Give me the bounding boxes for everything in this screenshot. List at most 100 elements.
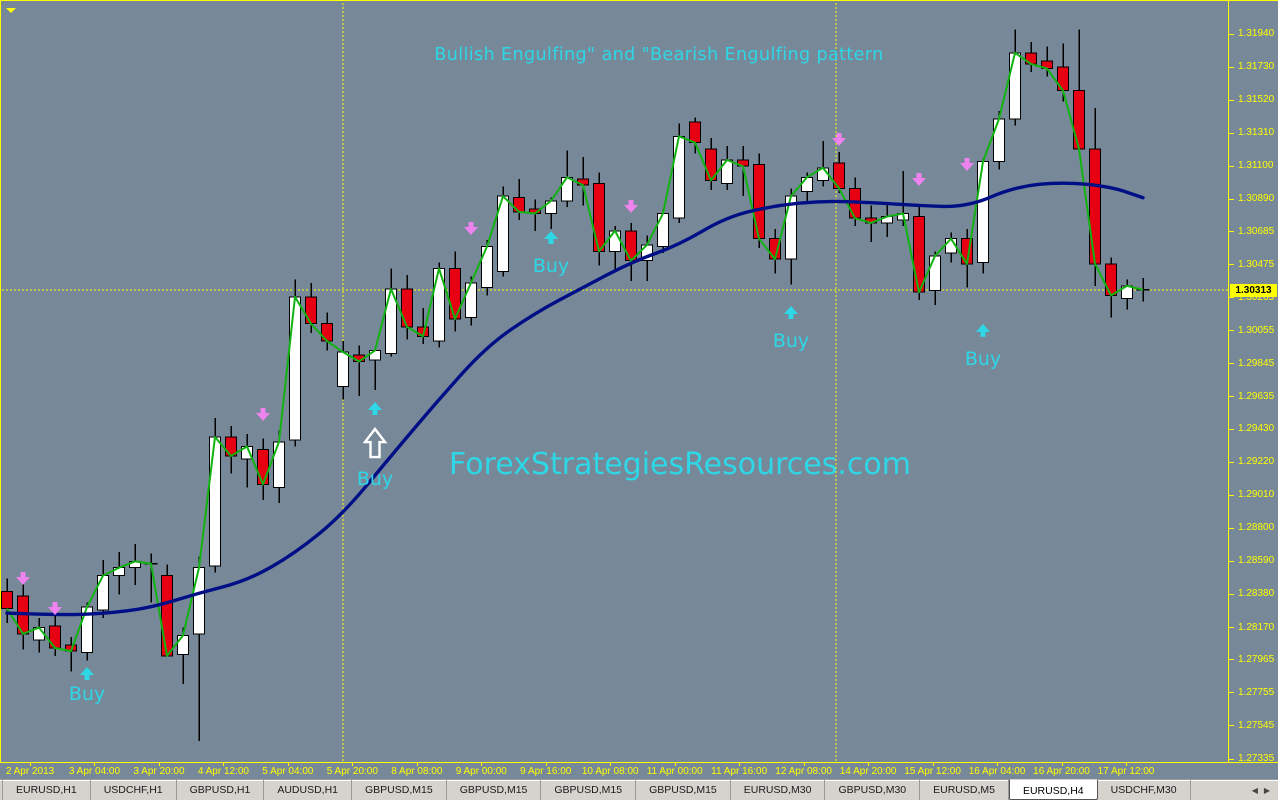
buy-label: Buy [357, 468, 393, 490]
chart-title: Bullish Engulfing" and "Bearish Engulfin… [434, 45, 884, 65]
candle [929, 251, 941, 305]
candle [1025, 41, 1037, 72]
chart-tab[interactable]: USDCHF,M30 [1098, 780, 1191, 800]
time-tick-mark [803, 763, 805, 766]
price-tick-label: 1.31100 [1238, 160, 1274, 172]
price-tick-label: 1.29845 [1238, 357, 1275, 369]
candle [1121, 279, 1133, 310]
time-tick-label: 3 Apr 04:00 [68, 766, 121, 777]
candle [257, 438, 269, 501]
buy-label: Buy [773, 330, 809, 352]
price-tick-label: 1.29430 [1238, 423, 1275, 435]
chart-tab[interactable]: GBPUSD,M30 [825, 780, 921, 800]
price-tick-label: 1.31940 [1238, 28, 1275, 39]
price-tick-label: 1.27335 [1238, 753, 1275, 764]
time-tick-label: 8 Apr 08:00 [391, 766, 443, 777]
buy-label: Buy [533, 255, 569, 277]
price-tick-mark [1229, 33, 1234, 35]
time-tick-mark [545, 763, 547, 766]
chart-area[interactable]: Buy Buy Buy Buy Buy Bullish Engulfing" and "… [0, 0, 1278, 764]
chart-tab[interactable]: GBPUSD,M15 [447, 780, 542, 800]
price-tick-label: 1.27965 [1238, 653, 1275, 665]
time-tick-label: 9 Apr 16:00 [520, 766, 572, 777]
chart-tab[interactable]: EURUSD,M30 [731, 780, 826, 800]
candle [737, 145, 749, 197]
chart-tab[interactable]: EURUSD,M5 [920, 780, 1009, 800]
time-tick-mark [932, 763, 934, 766]
candle [353, 345, 365, 397]
sell-arrow-icon [256, 408, 270, 422]
chart-tab[interactable]: USDCHF,H1 [91, 780, 177, 800]
price-tick-label: 1.30055 [1238, 324, 1275, 336]
candle [113, 551, 125, 595]
buy-arrow-icon [976, 323, 990, 337]
time-axis[interactable]: 2 Apr 2013 3 Apr 04:00 3 Apr 20:00 4 Apr 12… [0, 762, 1278, 779]
time-tick-mark [997, 763, 999, 766]
candle [97, 559, 109, 619]
price-tick-label: 1.29635 [1238, 390, 1275, 402]
time-tick-mark [610, 763, 612, 766]
price-tick-mark [1229, 396, 1234, 398]
candlestick-chart: Buy Buy Buy Buy Buy [1, 3, 1229, 761]
price-tick-label: 1.31520 [1238, 94, 1275, 106]
price-tick-mark [1229, 165, 1234, 167]
time-tick-mark [1125, 763, 1127, 766]
candle [945, 232, 957, 263]
chart-tab[interactable]: GBPUSD,M15 [352, 780, 447, 800]
chart-tab[interactable]: GBPUSD,H1 [177, 780, 265, 800]
price-tick-label: 1.27545 [1238, 719, 1275, 731]
candle [817, 141, 829, 187]
price-tick-mark [1229, 363, 1234, 365]
price-axis[interactable]: 1.31940 1.31730 1.31520 1.31310 1.31100 1.308… [1228, 1, 1278, 764]
buy-label: Buy [69, 683, 105, 705]
time-tick-label: 3 Apr 20:00 [133, 766, 185, 777]
moving-average-line [5, 181, 1145, 617]
price-tick-label: 1.31730 [1238, 61, 1275, 73]
candle [33, 618, 45, 653]
candle [225, 426, 237, 474]
candle [1041, 46, 1053, 77]
time-tick-mark [868, 763, 870, 766]
price-tick-mark [1229, 330, 1234, 332]
sell-arrow-icon [832, 133, 846, 147]
price-tick-mark [1229, 99, 1234, 101]
candle [529, 199, 541, 231]
sell-arrow-icon [464, 221, 478, 235]
price-tick-label: 1.28800 [1238, 522, 1275, 534]
price-tick-mark [1229, 231, 1234, 233]
chart-tab[interactable]: EURUSD,H1 [2, 780, 91, 800]
price-tick-mark [1229, 494, 1234, 496]
price-tick-label: 1.29220 [1238, 456, 1275, 468]
price-tick-label: 1.30475 [1238, 258, 1275, 270]
time-tick-label: 17 Apr 12:00 [1097, 766, 1155, 777]
time-tick-mark [30, 763, 31, 766]
price-tick-mark [1229, 725, 1234, 727]
chart-tab[interactable]: AUDUSD,H1 [264, 780, 352, 800]
price-tick-label: 1.28380 [1238, 588, 1275, 600]
tabs-scroll-right-icon[interactable]: ▶ [1263, 785, 1270, 795]
chart-tab[interactable]: GBPUSD,M15 [541, 780, 637, 800]
current-price-badge: 1.30313 [1230, 283, 1277, 297]
price-tick-mark [1229, 297, 1234, 299]
chart-tab-active[interactable]: EURUSD,H4 [1008, 779, 1098, 800]
candle [769, 229, 781, 274]
tab-scroll-controls: ◀ ▶ [1244, 780, 1278, 800]
time-tick-label: 11 Apr 00:00 [646, 766, 703, 777]
price-tick-mark [1229, 560, 1234, 562]
chart-tab[interactable]: GBPUSD,M15 [636, 780, 731, 800]
candle [433, 262, 445, 348]
buy-label: Buy [965, 348, 1001, 370]
time-tick-label: 16 Apr 04:00 [968, 766, 1026, 777]
price-tick-mark [1229, 527, 1234, 529]
price-tick-label: 1.31310 [1238, 127, 1275, 139]
sell-arrow-icon [16, 571, 30, 585]
price-tick-mark [1229, 461, 1234, 463]
price-tick-mark [1229, 264, 1234, 266]
sell-arrow-icon [624, 199, 638, 213]
candle [81, 602, 93, 661]
tabs-scroll-left-icon[interactable]: ◀ [1251, 785, 1258, 795]
candle [977, 158, 989, 274]
price-tick-mark [1229, 132, 1234, 134]
price-tick-label: 1.29010 [1238, 489, 1275, 501]
